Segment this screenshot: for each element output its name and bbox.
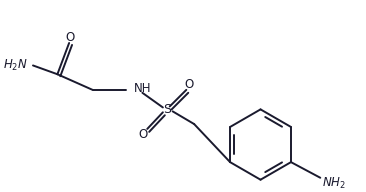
Text: $H_2N$: $H_2N$ xyxy=(3,58,28,73)
Text: O: O xyxy=(66,31,75,44)
Text: O: O xyxy=(139,128,148,141)
Text: S: S xyxy=(163,103,171,116)
Text: NH: NH xyxy=(134,82,151,95)
Text: $NH_2$: $NH_2$ xyxy=(322,176,346,191)
Text: O: O xyxy=(184,79,194,91)
